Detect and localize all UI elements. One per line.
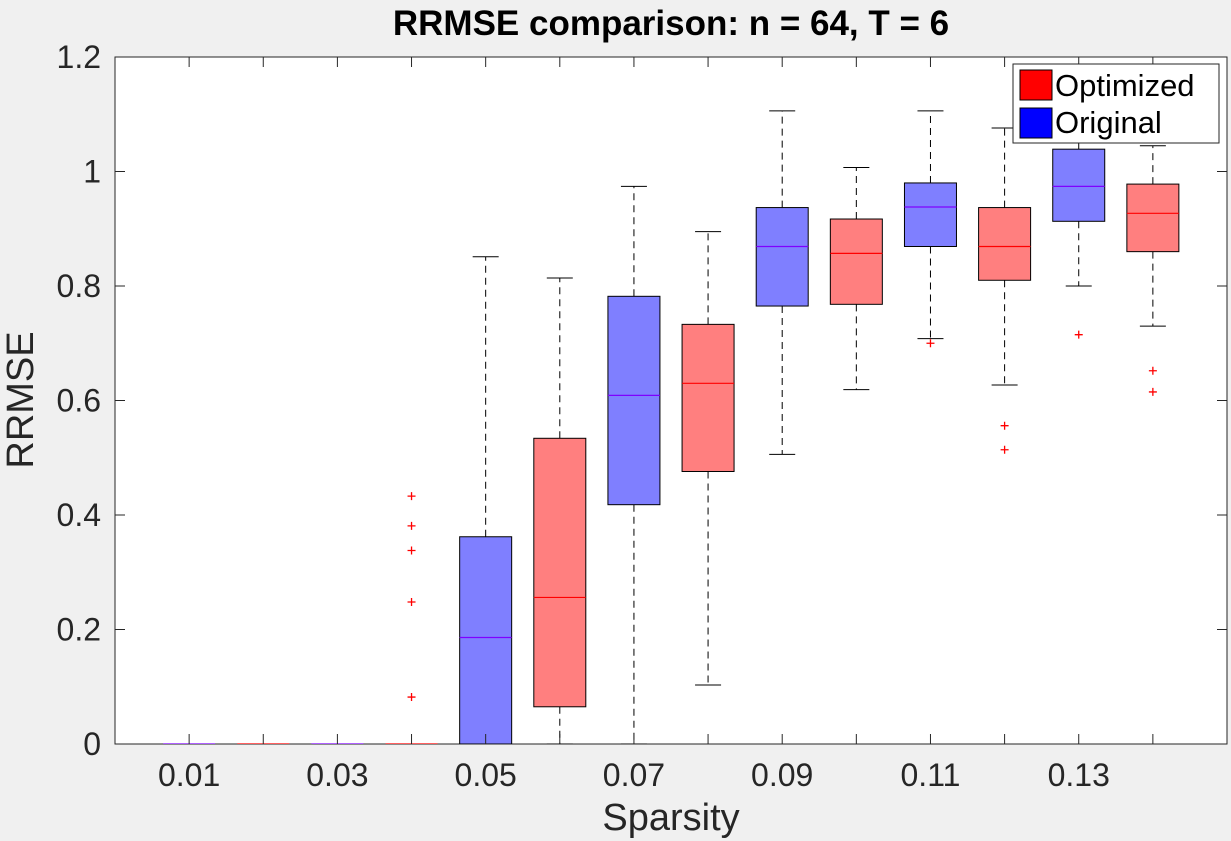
y-axis: 0 0.2 0.4 0.6 0.8 1 1.2 <box>57 39 1227 762</box>
legend-swatch-optimized <box>1019 69 1053 101</box>
outlier-point <box>407 693 416 702</box>
x-axis: 0.01 0.03 0.05 0.07 0.09 0.11 0.13 <box>158 57 1154 793</box>
x-axis-label: Sparsity <box>602 797 739 839</box>
box-body <box>829 218 883 305</box>
x-tick-label: 0.05 <box>455 757 517 793</box>
outlier-point <box>407 492 416 501</box>
box-body <box>978 207 1032 281</box>
legend-swatch-original <box>1019 107 1053 139</box>
box-original <box>607 185 661 744</box>
outlier-point <box>1000 445 1009 454</box>
chart-title: RRMSE comparison: n = 64, T = 6 <box>393 4 949 43</box>
box-original <box>459 256 513 744</box>
y-tick-label: 0.2 <box>57 612 101 648</box>
y-axis-label: RRMSE <box>0 331 42 468</box>
x-tick-label: 0.11 <box>901 757 961 793</box>
box-body <box>755 207 809 307</box>
outlier-point <box>407 546 416 555</box>
x-tick-label: 0.13 <box>1048 757 1110 793</box>
box-original <box>903 110 957 348</box>
box-optimized <box>978 127 1032 454</box>
x-tick-label: 0.09 <box>751 757 813 793</box>
x-tick-label: 0.03 <box>306 757 368 793</box>
box-optimized <box>385 492 438 744</box>
box-body <box>607 295 661 506</box>
x-tick-label: 0.01 <box>158 757 220 793</box>
box-optimized <box>829 166 883 391</box>
outlier-point <box>407 598 416 607</box>
box-body <box>1052 148 1106 222</box>
box-body <box>681 323 735 472</box>
box-optimized <box>681 231 735 686</box>
legend-label-optimized: Optimized <box>1055 68 1195 103</box>
box-body <box>459 536 513 744</box>
outlier-point <box>407 521 416 530</box>
y-tick-label: 0.8 <box>57 268 101 304</box>
legend: Optimized Original <box>1012 63 1220 144</box>
box-optimized <box>533 277 587 744</box>
box-body <box>903 182 957 247</box>
y-tick-label: 0.6 <box>57 383 101 419</box>
x-tick-label: 0.07 <box>603 757 665 793</box>
y-tick-label: 1 <box>83 154 101 190</box>
outlier-point <box>1148 387 1157 396</box>
boxes-layer <box>163 85 1180 744</box>
y-tick-label: 0 <box>83 726 101 762</box>
outlier-point <box>1000 421 1009 430</box>
legend-label-original: Original <box>1055 105 1162 140</box>
box-body <box>533 437 587 708</box>
y-tick-label: 1.2 <box>57 39 101 75</box>
outlier-point <box>1074 330 1083 339</box>
plot-area <box>114 56 1228 745</box>
box-optimized <box>1126 145 1180 396</box>
y-tick-label: 0.4 <box>57 497 101 533</box>
outlier-point <box>926 339 935 348</box>
box-original <box>755 110 809 455</box>
outlier-point <box>1148 366 1157 375</box>
box-body <box>1126 183 1180 253</box>
